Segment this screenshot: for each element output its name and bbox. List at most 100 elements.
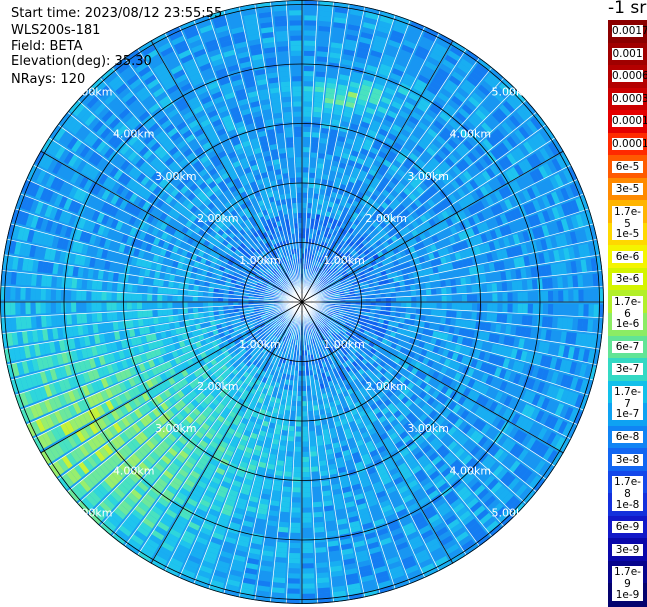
range-gate-cell	[351, 150, 360, 158]
range-gate-cell	[449, 253, 457, 262]
range-gate-cell	[390, 292, 397, 298]
range-gate-cell	[476, 200, 486, 211]
range-gate-cell	[443, 186, 453, 196]
range-gate-cell	[345, 101, 356, 109]
range-gate-cell	[404, 143, 414, 152]
range-gate-cell	[308, 269, 311, 275]
range-gate-cell	[330, 273, 336, 278]
range-gate-cell	[413, 107, 426, 117]
range-gate-cell	[542, 163, 554, 177]
range-gate-cell	[502, 155, 513, 168]
range-gate-cell	[342, 263, 348, 269]
range-gate-cell	[223, 302, 229, 306]
range-gate-cell	[563, 169, 574, 184]
range-gate-cell	[547, 277, 553, 290]
range-gate-cell	[322, 117, 332, 124]
range-gate-cell	[361, 165, 371, 173]
range-gate-cell	[348, 285, 354, 290]
range-gate-cell	[137, 276, 144, 284]
range-gate-cell	[359, 170, 368, 178]
range-gate-cell	[512, 233, 521, 245]
range-gate-cell	[378, 128, 389, 137]
range-gate-cell	[395, 287, 401, 293]
range-gate-cell	[488, 180, 498, 192]
range-gate-cell	[121, 292, 127, 301]
range-gate-cell	[142, 285, 148, 293]
range-gate-cell	[339, 74, 351, 81]
range-gate-cell	[440, 256, 447, 265]
range-gate-cell	[329, 264, 335, 270]
range-gate-cell	[322, 278, 327, 284]
range-gate-cell	[505, 118, 518, 132]
range-gate-cell	[334, 11, 348, 19]
range-gate-cell	[403, 161, 413, 170]
range-gate-cell	[392, 25, 407, 35]
range-gate-cell	[512, 292, 518, 302]
range-gate-cell	[550, 191, 561, 205]
range-gate-cell	[548, 142, 560, 157]
range-gate-cell	[406, 96, 418, 107]
range-gate-cell	[480, 274, 487, 284]
range-gate-cell	[579, 228, 588, 243]
range-gate-cell	[525, 267, 532, 279]
range-gate-cell	[193, 312, 199, 319]
range-gate-cell	[475, 188, 485, 200]
range-gate-cell	[433, 120, 445, 131]
range-gate-cell	[293, 213, 298, 219]
range-gate-cell	[527, 215, 537, 228]
range-gate-cell	[416, 296, 422, 302]
range-gate-cell	[569, 231, 578, 245]
range-gate-cell	[187, 290, 194, 296]
range-gate-cell	[380, 289, 386, 294]
range-gate-cell	[348, 19, 362, 27]
range-gate-cell	[319, 5, 334, 12]
range-gate-cell	[440, 175, 451, 186]
range-gate-cell	[266, 165, 274, 172]
range-gate-cell	[442, 127, 454, 138]
range-gate-cell	[106, 311, 113, 321]
range-gate-cell	[290, 40, 302, 46]
range-gate-cell	[475, 109, 487, 121]
range-gate-cell	[388, 150, 398, 160]
range-gate-cell	[406, 267, 413, 274]
range-gate-cell	[324, 164, 332, 171]
range-gate-cell	[366, 156, 375, 164]
range-gate-cell	[533, 168, 544, 182]
range-gate-cell	[578, 244, 586, 258]
range-gate-cell	[432, 215, 441, 225]
range-gate-cell	[400, 291, 407, 297]
range-gate-cell	[308, 187, 314, 194]
range-gate-cell	[276, 132, 285, 139]
range-gate-cell	[288, 0, 302, 6]
range-gate-cell	[310, 157, 318, 163]
range-gate-cell	[436, 203, 445, 213]
range-gate-cell	[334, 242, 340, 249]
range-gate-cell	[355, 240, 362, 247]
range-gate-cell	[452, 191, 462, 202]
range-gate-cell	[279, 152, 287, 159]
range-gate-cell	[324, 260, 329, 266]
range-gate-cell	[314, 260, 318, 267]
range-gate-cell	[296, 177, 302, 183]
range-gate-cell	[381, 58, 394, 68]
range-gate-cell	[470, 236, 479, 247]
range-gate-cell	[476, 284, 483, 293]
range-gate-cell	[416, 158, 427, 168]
range-gate-cell	[354, 226, 362, 233]
range-gate-cell	[358, 153, 368, 161]
range-gate-cell	[152, 302, 158, 309]
range-gate-cell	[315, 81, 326, 88]
range-gate-cell	[460, 83, 473, 95]
range-gate-cell	[461, 294, 468, 302]
range-gate-cell	[315, 66, 327, 73]
range-gate-cell	[420, 262, 428, 270]
range-gate-cell	[329, 271, 335, 277]
range-gate-cell	[292, 264, 296, 270]
range-gate-cell	[508, 258, 516, 270]
range-gate-cell	[263, 150, 271, 157]
range-gate-cell	[538, 165, 549, 179]
range-gate-cell	[309, 264, 312, 270]
range-gate-cell	[484, 118, 497, 131]
range-gate-cell	[121, 311, 128, 320]
range-gate-cell	[331, 119, 341, 126]
